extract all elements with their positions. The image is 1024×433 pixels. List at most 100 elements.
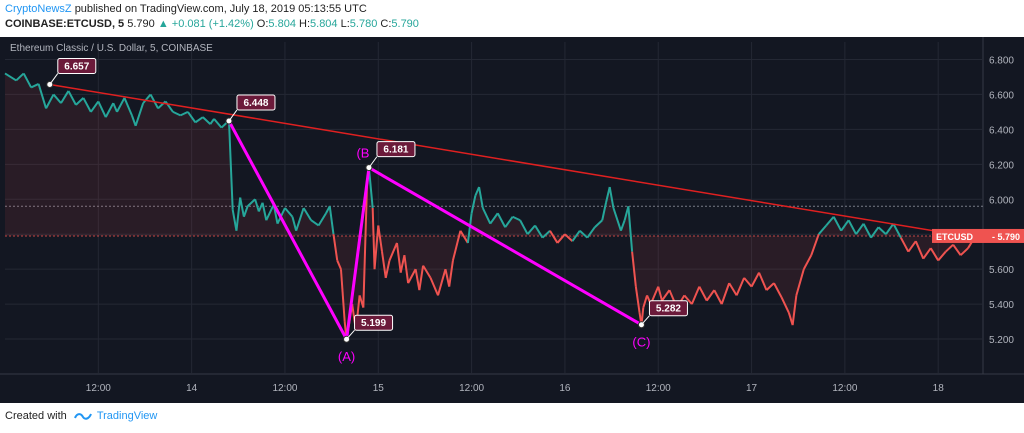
wave-label: (A) [338, 349, 355, 364]
x-tick-label: 12:00 [459, 383, 484, 394]
price-line-segment [698, 286, 708, 302]
price-line-segment [362, 181, 369, 308]
price-line-segment [899, 237, 910, 253]
abc-wave-segment [368, 166, 643, 327]
created-with-text: Created with [5, 410, 67, 422]
price-label-box [57, 57, 97, 74]
price-line-segment [459, 230, 469, 244]
price-label-text: 5.199 [361, 318, 386, 329]
price-line-segment [180, 110, 189, 117]
price-line-segment [892, 223, 902, 239]
low-label: L: [340, 18, 350, 30]
price-line-segment [619, 219, 626, 232]
price-line-segment [414, 268, 421, 291]
price-label-text: 6.448 [243, 98, 268, 109]
price-label-text: 6.181 [383, 145, 408, 156]
price-line-segment [437, 268, 447, 296]
tradingview-link[interactable]: TradingView [96, 410, 158, 422]
wave-label: (B [356, 146, 369, 161]
y-tick-label: 6.400 [989, 125, 1014, 136]
price-line-segment [825, 216, 835, 227]
price-axis-panel [983, 37, 1024, 403]
price-line-segment [791, 295, 798, 326]
publish-text: published on TradingView.com, July 18, 2… [74, 3, 367, 15]
price-line-segment [478, 186, 484, 209]
price-line-segment [261, 202, 268, 221]
price-line-segment [907, 240, 917, 253]
price-line-segment [123, 97, 133, 116]
price-line-segment [855, 223, 865, 235]
symbol-label: COINBASE:ETCUSD, 5 [5, 18, 125, 30]
price-line-segment [556, 233, 566, 244]
price-line-segment [317, 212, 327, 226]
author-link[interactable]: CryptoNewsZ [5, 3, 72, 15]
x-tick-label: 12:00 [832, 383, 857, 394]
price-line-segment [187, 111, 197, 123]
abc-wave-segment [227, 120, 348, 340]
price-line-segment [802, 254, 813, 270]
price-line-segment [840, 219, 850, 232]
price-line-segment [213, 118, 223, 129]
chart-area[interactable]: 6.8006.6006.4006.2006.0005.8005.6005.400… [0, 37, 1024, 403]
price-line-segment [817, 224, 827, 235]
chart-background [0, 37, 1024, 403]
chart-header: CryptoNewsZ published on TradingView.com… [0, 0, 1024, 34]
resistance-trendline [49, 83, 976, 239]
price-label-box [236, 94, 276, 111]
price-line-segment [922, 247, 932, 260]
last-price-value: - 5.790 [992, 232, 1020, 242]
price-line-segment [418, 265, 425, 291]
price-line-segment [30, 83, 40, 89]
price-line-segment [336, 260, 342, 270]
price-line-segment [104, 102, 115, 118]
open-label: O: [256, 18, 269, 30]
high-label: H: [299, 18, 311, 30]
y-tick-label: 5.600 [989, 265, 1014, 276]
price-line-segment [579, 229, 589, 239]
price-line-segment [877, 226, 887, 235]
price-line-segment [22, 72, 33, 88]
price-line-segment [239, 197, 245, 217]
price-line-segment [142, 93, 152, 104]
price-line-segment [67, 90, 77, 106]
price-line-segment [60, 90, 70, 104]
price-change: ▲ +0.081 (+1.42%) [157, 18, 254, 30]
price-line-segment [291, 216, 298, 231]
price-line-segment [952, 244, 962, 256]
price-line-segment [885, 223, 895, 235]
price-line-segment [45, 93, 55, 109]
price-line-segment [862, 223, 872, 239]
price-line-segment [720, 282, 731, 305]
price-line-segment [15, 72, 25, 82]
price-line-segment [172, 110, 181, 117]
price-line-segment [750, 272, 760, 288]
x-tick-label: 15 [373, 383, 385, 394]
price-line-segment [914, 240, 925, 260]
price-line-segment [571, 230, 581, 242]
price-label-connector [641, 315, 650, 326]
y-tick-label: 6.800 [989, 55, 1014, 66]
price-line-segment [519, 219, 529, 235]
price-line-segment [657, 286, 663, 301]
price-label-box [376, 141, 416, 158]
price-line-segment [367, 167, 374, 209]
price-line-segment [780, 296, 790, 314]
price-line-segment [235, 197, 242, 231]
price-line-segment [302, 207, 312, 221]
price-line-segment [209, 118, 215, 125]
price-line-segment [134, 102, 145, 127]
price-line-segment [564, 233, 574, 242]
price-label-connector [49, 73, 59, 85]
price-line-segment [388, 242, 398, 261]
price-label-connector [346, 329, 355, 340]
price-line-segment [202, 116, 211, 125]
price-line-segment [832, 216, 843, 232]
price-line-segment [403, 255, 410, 284]
x-tick-label: 16 [559, 383, 571, 394]
price-line-segment [371, 207, 376, 270]
price-chart[interactable]: 6.8006.6006.4006.2006.0005.8005.6005.400… [0, 37, 1024, 403]
y-tick-label: 6.000 [989, 195, 1014, 206]
price-line-segment [496, 212, 507, 228]
price-line-segment [661, 289, 671, 302]
price-line-segment [284, 207, 294, 218]
